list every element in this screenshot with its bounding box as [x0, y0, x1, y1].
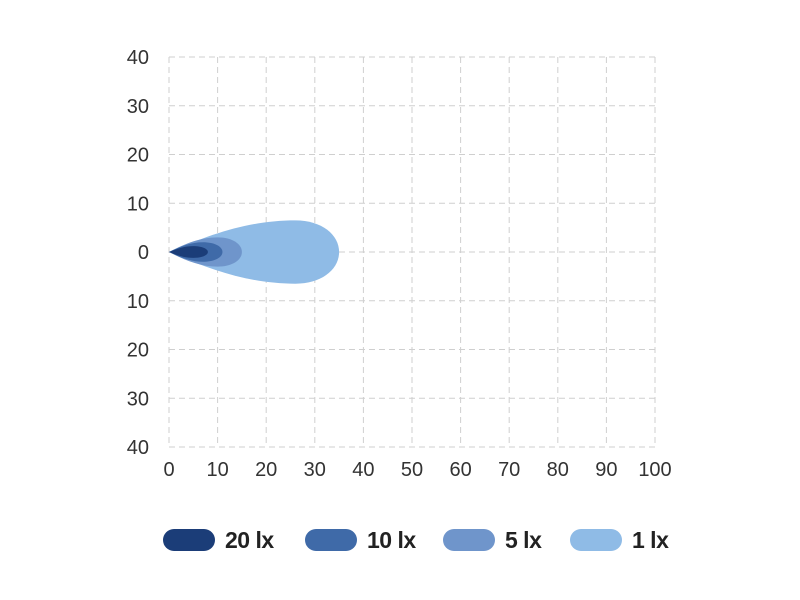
- x-tick-label: 10: [206, 459, 228, 481]
- chart-legend: 20 lx 10 lx 5 lx 1 lx: [0, 520, 800, 560]
- legend-item-20-lx: 20 lx: [163, 520, 274, 560]
- legend-item-1-lx: 1 lx: [570, 520, 669, 560]
- x-tick-label: 30: [304, 459, 326, 481]
- y-tick-label: 10: [127, 291, 149, 313]
- legend-item-10-lx: 10 lx: [305, 520, 416, 560]
- y-tick-label: 30: [127, 96, 149, 118]
- chart-grid: [168, 56, 656, 448]
- y-tick-label: 40: [127, 437, 149, 459]
- legend-item-5-lx: 5 lx: [443, 520, 542, 560]
- x-tick-label: 40: [352, 459, 374, 481]
- x-tick-label: 70: [498, 459, 520, 481]
- legend-swatch: [570, 529, 622, 551]
- legend-label: 20 lx: [225, 526, 274, 553]
- x-tick-label: 90: [595, 459, 617, 481]
- beam-area-20-lx: [169, 246, 208, 258]
- legend-label: 1 lx: [632, 526, 669, 553]
- x-tick-label: 50: [401, 459, 423, 481]
- beam-areas: [169, 220, 340, 284]
- legend-swatch: [305, 529, 357, 551]
- y-tick-label: 30: [127, 388, 149, 410]
- x-tick-label: 60: [449, 459, 471, 481]
- legend-swatch: [163, 529, 215, 551]
- legend-swatch: [443, 529, 495, 551]
- y-tick-label: 0: [138, 242, 149, 264]
- x-tick-label: 0: [163, 459, 174, 481]
- x-tick-label: 20: [255, 459, 277, 481]
- legend-label: 10 lx: [367, 526, 416, 553]
- y-tick-label: 20: [127, 340, 149, 362]
- y-tick-label: 10: [127, 193, 149, 215]
- x-axis-ticks: 0 10 20 30 40 50 60 70 80 90 100: [163, 459, 671, 481]
- y-tick-label: 20: [127, 145, 149, 167]
- y-axis-ticks: 40 30 20 10 0 10 20 30 40: [127, 47, 149, 459]
- x-tick-label: 80: [547, 459, 569, 481]
- x-tick-label: 100: [638, 459, 671, 481]
- legend-label: 5 lx: [505, 526, 542, 553]
- beam-area-1-lx: [169, 220, 340, 284]
- y-tick-label: 40: [127, 47, 149, 69]
